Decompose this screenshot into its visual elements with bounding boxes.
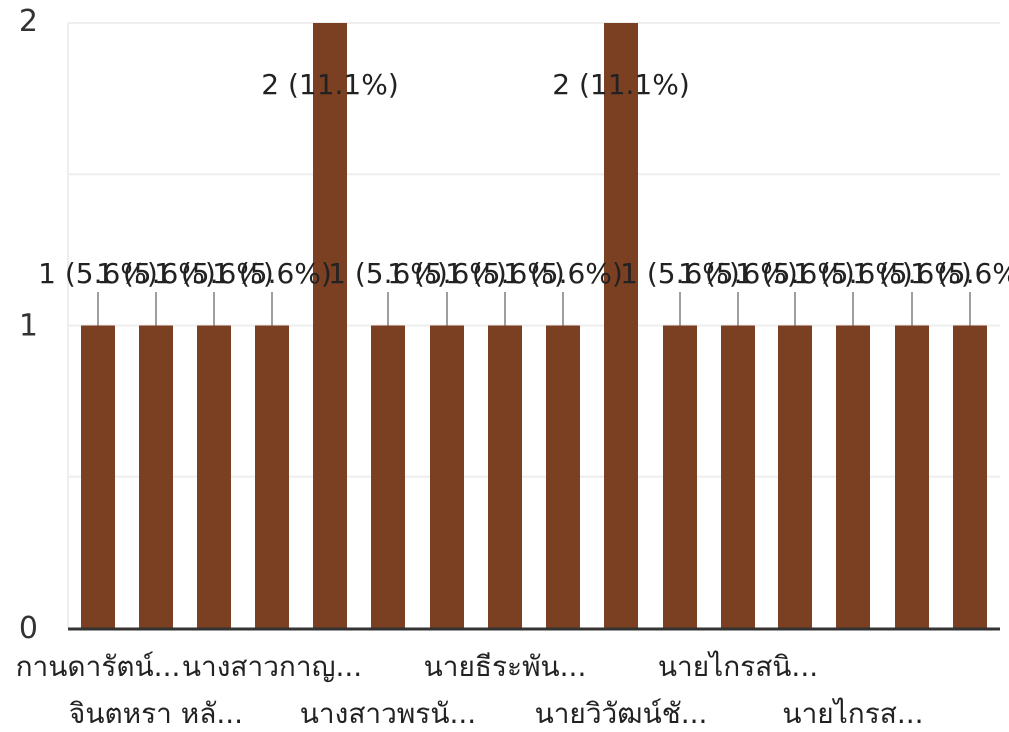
data-label: 1 (5.6%) [154, 257, 274, 290]
x-category-label: นายธีระพัน... [424, 650, 587, 683]
data-label: 1 (5.6%) [96, 257, 216, 290]
y-tick-label: 1 [19, 309, 38, 344]
x-category-label: จินตหรา หลั... [69, 697, 243, 730]
bar [663, 325, 697, 628]
y-tick-labels: 0 1 2 [19, 4, 38, 646]
bar [139, 325, 173, 628]
data-label: 1 (5.6%) [212, 257, 332, 290]
data-label: 1 (5.6%) [445, 257, 565, 290]
bar [313, 23, 347, 628]
label-leaders [97, 292, 971, 326]
bar [721, 325, 755, 628]
bar [430, 325, 464, 628]
bar [604, 23, 638, 628]
data-label: 1 (5.6%) [503, 257, 623, 290]
data-label: 1 (5.6%) [620, 257, 740, 290]
bar [546, 325, 580, 628]
bar [778, 325, 812, 628]
bar [895, 325, 929, 628]
x-category-label: นางสาวพรนั... [300, 697, 476, 730]
bar [255, 325, 289, 628]
x-category-label: นายไกรส... [782, 697, 923, 730]
data-labels: 1 (5.6%)1 (5.6%)1 (5.6%)1 (5.6%)2 (11.1%… [38, 68, 1009, 290]
x-category-labels: กานดารัตน์... จินตหรา หลั... นางสาวกาญ... น… [16, 650, 924, 730]
y-tick-label: 2 [19, 4, 38, 39]
x-category-label: กานดารัตน์... [16, 650, 181, 683]
data-label: 1 (5.6%) [793, 257, 913, 290]
bar [953, 325, 987, 628]
data-label: 1 (5.6%) [387, 257, 507, 290]
y-tick-label: 0 [19, 611, 38, 646]
bars [81, 23, 987, 628]
data-label: 1 (5.6%) [852, 257, 972, 290]
x-category-label: นางสาวกาญ... [182, 650, 362, 683]
x-category-label: นายวิวัฒน์ชั... [535, 697, 708, 730]
bar [836, 325, 870, 628]
data-label: 1 (5.6%) [678, 257, 798, 290]
data-label: 1 (5.6%) [328, 257, 448, 290]
data-label: 1 (5.6%) [910, 257, 1009, 290]
bar [488, 325, 522, 628]
bar [81, 325, 115, 628]
bar [197, 325, 231, 628]
x-category-label: นายไกรสนิ... [658, 650, 818, 683]
bar [371, 325, 405, 628]
data-label: 2 (11.1%) [261, 68, 399, 101]
data-label: 1 (5.6%) [38, 257, 158, 290]
data-label: 2 (11.1%) [552, 68, 690, 101]
data-label: 1 (5.6%) [735, 257, 855, 290]
